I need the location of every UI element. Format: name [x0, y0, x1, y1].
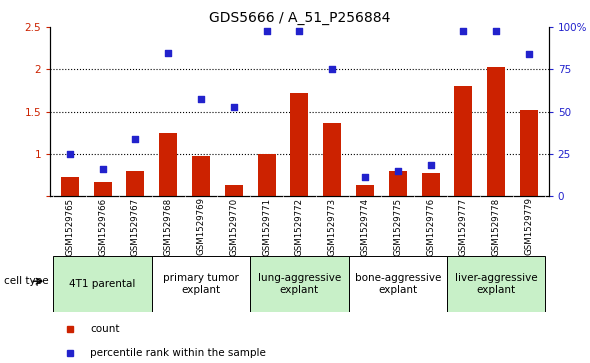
Bar: [159, 133, 177, 196]
Bar: [356, 185, 374, 196]
Bar: [192, 156, 210, 196]
Text: lung-aggressive
explant: lung-aggressive explant: [258, 273, 341, 295]
FancyBboxPatch shape: [152, 256, 250, 312]
Point: [393, 168, 402, 174]
Text: count: count: [90, 324, 120, 334]
Bar: [258, 154, 276, 196]
Point: [458, 29, 468, 34]
Bar: [323, 123, 341, 196]
Point: [426, 162, 435, 168]
FancyBboxPatch shape: [250, 256, 349, 312]
Point: [294, 29, 304, 34]
Bar: [290, 93, 309, 196]
Point: [229, 105, 238, 110]
Point: [65, 151, 74, 157]
Point: [196, 96, 206, 102]
Text: bone-aggressive
explant: bone-aggressive explant: [355, 273, 441, 295]
Text: percentile rank within the sample: percentile rank within the sample: [90, 348, 266, 358]
Point: [131, 136, 140, 142]
FancyBboxPatch shape: [54, 256, 152, 312]
FancyBboxPatch shape: [349, 256, 447, 312]
Point: [262, 29, 271, 34]
Point: [360, 175, 370, 180]
Bar: [389, 171, 407, 196]
Bar: [61, 178, 79, 196]
Text: 4T1 parental: 4T1 parental: [70, 279, 136, 289]
Bar: [520, 110, 538, 196]
Bar: [225, 185, 243, 196]
Point: [525, 51, 534, 57]
Title: GDS5666 / A_51_P256884: GDS5666 / A_51_P256884: [209, 11, 390, 25]
Bar: [126, 171, 145, 196]
Bar: [487, 67, 505, 196]
Point: [98, 166, 107, 172]
Text: primary tumor
explant: primary tumor explant: [163, 273, 239, 295]
Bar: [94, 182, 112, 196]
Bar: [454, 86, 473, 196]
Point: [327, 66, 337, 72]
Point: [163, 50, 173, 56]
Text: cell type: cell type: [4, 276, 48, 286]
Point: [491, 29, 501, 34]
FancyBboxPatch shape: [447, 256, 545, 312]
Text: liver-aggressive
explant: liver-aggressive explant: [455, 273, 537, 295]
Bar: [422, 173, 440, 196]
